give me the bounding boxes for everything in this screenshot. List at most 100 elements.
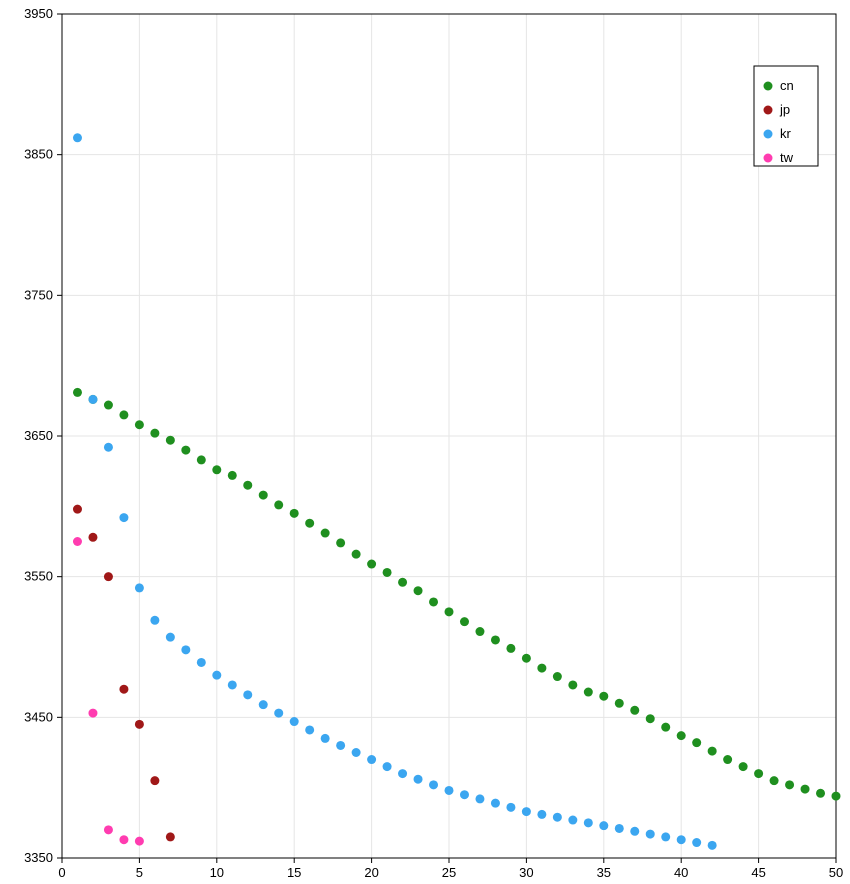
point (816, 789, 825, 798)
point (274, 709, 283, 718)
point (119, 685, 128, 694)
point (212, 465, 221, 474)
point (491, 799, 500, 808)
point (537, 810, 546, 819)
point (367, 560, 376, 569)
x-tick-label: 15 (287, 865, 301, 880)
point (522, 654, 531, 663)
point (754, 769, 763, 778)
point (135, 837, 144, 846)
point (414, 775, 423, 784)
point (321, 734, 330, 743)
point (352, 748, 361, 757)
point (832, 792, 841, 801)
point (228, 471, 237, 480)
point (135, 720, 144, 729)
point (553, 813, 562, 822)
legend-marker-kr (764, 130, 773, 139)
point (429, 597, 438, 606)
point (119, 410, 128, 419)
scatter-chart: 0510152025303540455033503450355036503750… (0, 0, 850, 884)
point (73, 537, 82, 546)
point (243, 690, 252, 699)
point (243, 481, 252, 490)
point (181, 446, 190, 455)
point (398, 578, 407, 587)
point (73, 388, 82, 397)
point (708, 841, 717, 850)
x-tick-label: 40 (674, 865, 688, 880)
point (739, 762, 748, 771)
legend: cnjpkrtw (754, 66, 818, 166)
x-tick-label: 5 (136, 865, 143, 880)
point (336, 538, 345, 547)
point (73, 133, 82, 142)
point (475, 627, 484, 636)
y-tick-label: 3750 (24, 287, 53, 302)
point (197, 658, 206, 667)
point (166, 436, 175, 445)
point (88, 395, 97, 404)
point (150, 429, 159, 438)
point (305, 725, 314, 734)
point (692, 738, 701, 747)
point (336, 741, 345, 750)
point (367, 755, 376, 764)
point (692, 838, 701, 847)
point (259, 491, 268, 500)
point (166, 832, 175, 841)
x-tick-label: 20 (364, 865, 378, 880)
point (615, 699, 624, 708)
point (119, 513, 128, 522)
x-tick-label: 0 (58, 865, 65, 880)
point (321, 529, 330, 538)
point (135, 583, 144, 592)
point (290, 509, 299, 518)
point (677, 731, 686, 740)
point (104, 825, 113, 834)
y-tick-label: 3450 (24, 709, 53, 724)
point (537, 664, 546, 673)
point (646, 830, 655, 839)
point (398, 769, 407, 778)
x-tick-label: 30 (519, 865, 533, 880)
y-tick-label: 3550 (24, 569, 53, 584)
x-tick-label: 35 (597, 865, 611, 880)
point (506, 803, 515, 812)
point (119, 835, 128, 844)
point (460, 617, 469, 626)
point (429, 780, 438, 789)
point (135, 420, 144, 429)
point (568, 680, 577, 689)
point (104, 572, 113, 581)
point (212, 671, 221, 680)
point (445, 607, 454, 616)
point (197, 455, 206, 464)
point (290, 717, 299, 726)
point (506, 644, 515, 653)
point (630, 827, 639, 836)
point (522, 807, 531, 816)
y-tick-label: 3950 (24, 6, 53, 21)
legend-label-tw: tw (780, 150, 794, 165)
point (770, 776, 779, 785)
legend-label-jp: jp (779, 102, 790, 117)
x-tick-label: 45 (751, 865, 765, 880)
point (166, 633, 175, 642)
point (181, 645, 190, 654)
point (150, 776, 159, 785)
x-tick-label: 25 (442, 865, 456, 880)
x-tick-label: 10 (210, 865, 224, 880)
point (568, 816, 577, 825)
point (584, 818, 593, 827)
y-tick-label: 3850 (24, 147, 53, 162)
point (460, 790, 469, 799)
point (305, 519, 314, 528)
legend-label-kr: kr (780, 126, 792, 141)
point (661, 723, 670, 732)
point (88, 533, 97, 542)
point (599, 821, 608, 830)
legend-marker-tw (764, 154, 773, 163)
point (801, 785, 810, 794)
point (630, 706, 639, 715)
